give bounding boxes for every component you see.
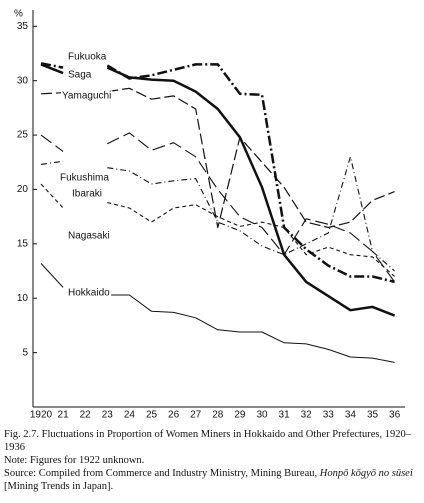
y-axis-label: %	[14, 9, 23, 20]
series-line	[40, 63, 396, 317]
series-label: Fukuoka	[68, 52, 107, 63]
label-bg	[71, 188, 104, 200]
label-bg	[67, 287, 112, 299]
x-tick-label: 1920	[30, 410, 53, 421]
x-tick-label: 25	[146, 410, 158, 421]
x-tick-label: 27	[190, 410, 202, 421]
series-line	[40, 263, 395, 363]
x-tick-label: 22	[80, 410, 92, 421]
label-bg	[67, 69, 93, 81]
x-tick-label: 29	[234, 410, 246, 421]
label-bg	[59, 172, 111, 184]
x-tick-label: 31	[279, 410, 291, 421]
x-tick-label: 26	[168, 410, 180, 421]
label-bg	[61, 90, 113, 102]
series-label: Nagasaki	[68, 231, 110, 242]
x-tick-label: 34	[345, 410, 357, 421]
series-line	[40, 183, 395, 277]
x-tick-label: 33	[323, 410, 335, 421]
caption-block: Fig. 2.7. Fluctuations in Proportion of …	[4, 428, 420, 493]
y-tick-label: 5	[22, 347, 28, 358]
x-tick-label: 30	[256, 410, 268, 421]
series-label: Ibaraki	[72, 189, 102, 200]
series-label: Saga	[68, 70, 92, 81]
series-label: Yamaguchi	[62, 91, 111, 102]
y-tick-label: 15	[17, 238, 29, 249]
y-tick-label: 10	[17, 293, 29, 304]
source: Source: Compiled from Commerce and Indus…	[4, 467, 420, 493]
series-label: Fukushima	[60, 173, 109, 184]
series-line	[40, 87, 395, 229]
x-tick-label: 24	[124, 410, 136, 421]
x-tick-label: 32	[301, 410, 313, 421]
source-text: Source: Compiled from Commerce and Indus…	[4, 468, 320, 479]
y-tick-label: 30	[17, 75, 29, 86]
x-tick-label: 21	[58, 410, 70, 421]
y-tick-label: 35	[17, 21, 29, 32]
label-bg	[67, 51, 108, 63]
label-bg	[67, 230, 111, 242]
x-tick-label: 36	[389, 410, 401, 421]
series-line	[40, 132, 396, 283]
series-line	[40, 156, 395, 272]
x-tick-label: 35	[367, 410, 379, 421]
y-tick-label: 20	[17, 184, 29, 195]
y-tick-label: 25	[17, 130, 29, 141]
caption: Fig. 2.7. Fluctuations in Proportion of …	[4, 429, 411, 453]
source-text: [Mining Trends in Japan].	[4, 481, 114, 492]
series-line	[40, 62, 395, 284]
note: Note: Figures for 1922 unknown.	[4, 455, 145, 466]
x-tick-label: 28	[212, 410, 224, 421]
x-tick-label: 23	[102, 410, 114, 421]
series-label: Hokkaido	[68, 288, 110, 299]
chart: % 5 10 15 20 25 30 35 1920 21 22 23 24 25 26 27 28 29 30 3…	[14, 9, 405, 421]
source-title: Honpō kōgyō no sūsei	[319, 468, 413, 479]
